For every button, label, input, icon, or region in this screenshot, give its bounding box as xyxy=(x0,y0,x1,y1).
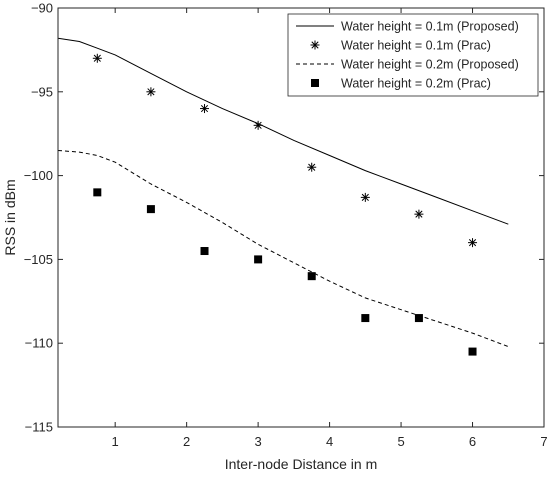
asterisk-stroke xyxy=(147,88,155,96)
asterisk-point xyxy=(146,87,156,97)
y-axis-label: RSS in dBm xyxy=(2,179,18,255)
y-tick-label: −110 xyxy=(25,336,53,351)
asterisk-stroke xyxy=(361,193,369,201)
square-point xyxy=(414,314,423,323)
y-tick-label: −115 xyxy=(25,420,53,435)
asterisk-stroke xyxy=(308,163,316,171)
asterisk-stroke xyxy=(415,210,423,218)
y-tick-label: −90 xyxy=(31,1,53,16)
legend-entry-label: Water height = 0.1m (Proposed) xyxy=(341,20,519,34)
legend-square-swatch xyxy=(311,79,319,87)
x-tick-label: 6 xyxy=(469,434,476,449)
x-tick-label: 2 xyxy=(183,434,190,449)
plot-axes: 1 2 3 4 5 6 7 −90 −95 −100 −105 −110 −115 xyxy=(24,1,548,450)
legend: Water height = 0.1m (Proposed) Water heig… xyxy=(287,13,539,97)
square-point xyxy=(254,255,263,264)
x-tick-label: 5 xyxy=(397,434,404,449)
x-tick-label: 7 xyxy=(540,434,547,449)
y-tick-label: −95 xyxy=(31,84,53,99)
asterisk-point xyxy=(468,238,478,248)
legend-entry-label: Water height = 0.2m (Prac) xyxy=(341,77,491,91)
asterisk-stroke xyxy=(254,121,262,129)
asterisk-point xyxy=(253,120,263,130)
series-2 xyxy=(92,53,478,248)
plot-marks xyxy=(57,37,509,356)
y-tick-label: −105 xyxy=(24,252,53,267)
square-point xyxy=(307,272,316,281)
x-tick-label: 4 xyxy=(326,434,333,449)
x-axis-label: Inter-node Distance in m xyxy=(225,456,378,472)
legend-box xyxy=(287,13,539,97)
asterisk-stroke xyxy=(200,104,209,113)
x-tick-label: 1 xyxy=(112,434,119,449)
asterisk-point xyxy=(360,192,370,202)
x-tick-label: 3 xyxy=(255,434,262,449)
asterisk-point xyxy=(200,104,210,114)
asterisk-stroke xyxy=(468,239,477,247)
legend-asterisk-swatch xyxy=(310,40,320,50)
asterisk-stroke xyxy=(93,54,101,62)
series-4 xyxy=(93,188,477,356)
square-point xyxy=(146,205,155,214)
asterisk-stroke xyxy=(311,41,319,49)
square-point xyxy=(361,314,370,323)
series-dashed-line xyxy=(57,150,509,348)
square-point xyxy=(200,247,209,256)
asterisk-point xyxy=(92,53,102,63)
square-point xyxy=(93,188,102,197)
square-point xyxy=(468,347,477,356)
legend-entry-label: Water height = 0.2m (Proposed) xyxy=(341,58,519,72)
series-3 xyxy=(57,150,509,348)
plot-frame xyxy=(57,7,545,428)
y-tick-label: −100 xyxy=(24,168,53,183)
asterisk-point xyxy=(414,209,424,219)
asterisk-point xyxy=(307,162,317,172)
legend-entry-label: Water height = 0.1m (Prac) xyxy=(341,39,491,53)
